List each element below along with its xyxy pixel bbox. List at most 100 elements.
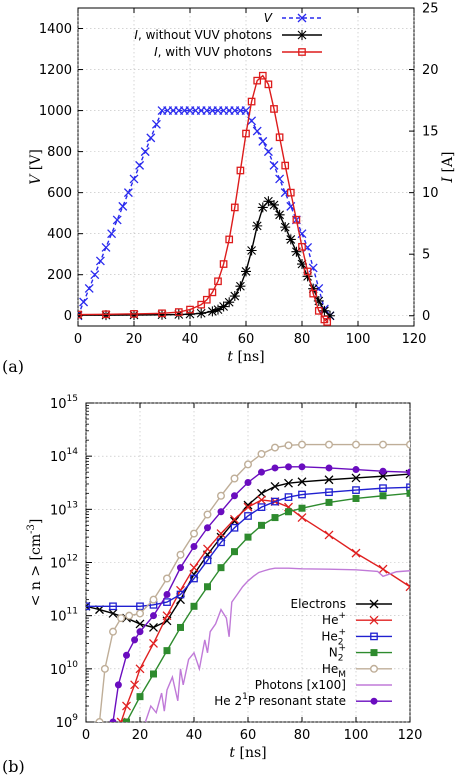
x-tick-label: 20 [126,332,143,347]
series-5 [144,567,410,722]
data-point [108,609,118,618]
legend-label-sup: 1 [242,692,248,702]
data-point [108,627,117,636]
data-point [135,619,145,629]
y-tick-base: 10 [56,716,73,731]
series-line-3 [125,492,410,722]
data-point [352,494,360,502]
data-point [236,166,245,175]
legend-label-base: N [329,646,338,660]
legend-label-sup: + [338,644,346,654]
data-point [406,440,410,449]
data-point [352,486,360,494]
data-point [405,582,410,592]
data-point [325,498,333,506]
data-point [174,308,183,316]
data-point [258,136,268,146]
y-tick-exponent: 10 [67,660,79,670]
y-tick-label: 0 [64,309,72,324]
data-point [123,188,133,198]
data-point [130,310,138,318]
data-point [230,516,239,526]
data-point [135,160,145,170]
data-point [95,256,105,266]
x-tick-label: 100 [344,728,369,743]
data-point [150,612,157,620]
data-point [284,441,293,450]
data-point [309,289,318,298]
series-line-4 [98,443,410,722]
data-point [313,295,324,306]
data-point [244,512,252,520]
legend-label: He+ [322,611,346,627]
data-point [324,475,334,485]
legend-label: V [264,11,273,25]
data-point [284,478,293,488]
data-point [271,497,279,506]
data-point [149,639,158,648]
data-point [230,474,239,483]
legend-marker [297,30,307,40]
y-tick-base: 10 [50,450,67,465]
data-point [189,563,199,573]
y-tick-label: 400 [47,227,72,242]
data-point [150,670,157,678]
data-point [101,310,111,321]
y-tick-label: 200 [47,268,72,283]
y2-axis-label-var: I [440,177,456,184]
data-point [244,478,252,486]
data-point [177,564,184,572]
data-point [163,591,171,599]
data-point [253,76,262,85]
data-point [102,310,110,319]
data-point [252,220,263,231]
legend-label-text: Electrons [291,597,346,611]
y-tick-base: 10 [50,503,67,518]
data-point [258,521,265,529]
x-tick-label: 40 [182,332,199,347]
data-point [131,636,139,644]
legend-label: N2+​ [329,644,346,664]
y-tick-base: 10 [50,663,67,678]
x-axis-label: t [ns] [227,349,264,365]
y-tick-exponent: 14 [67,447,79,457]
series-line-1 [120,499,410,722]
legend-marker [297,13,307,23]
data-point [218,301,229,312]
legend-label: He2+​ [321,627,346,647]
y-tick-label: 1000 [39,104,72,119]
data-point [78,310,82,319]
data-point [298,242,306,251]
data-point [100,664,109,673]
y-axis-label-text: < n > [cm [28,534,44,606]
legend-label: He 21P resonant state [214,692,346,708]
data-point [241,106,251,116]
data-point [203,544,212,554]
data-point [229,291,240,302]
data-point [323,318,332,326]
data-point [125,611,134,620]
y2-axis-label: I [A] [440,151,456,183]
data-point [280,222,291,233]
legend-label-rest: , without VUV photons [138,28,272,42]
legend-marker [370,697,378,705]
y-tick-label: 1015 [50,394,78,412]
data-point [243,500,253,510]
y-tick-label: 1200 [39,63,72,78]
data-point [246,245,257,256]
data-point [298,490,306,499]
data-point [308,283,319,294]
legend-label: I, with VUV photons [154,45,272,59]
data-point [241,266,251,277]
data-point [379,440,388,449]
legend-label-sub: M [338,670,346,680]
data-point [271,464,279,472]
data-point [129,174,139,184]
y-tick-exponent: 12 [67,554,78,564]
legend-label-text: Photons [x100] [255,678,346,692]
data-point [185,309,195,320]
series-1 [116,495,410,722]
data-point [247,97,256,106]
data-point [291,246,302,257]
series-2 [86,483,410,611]
